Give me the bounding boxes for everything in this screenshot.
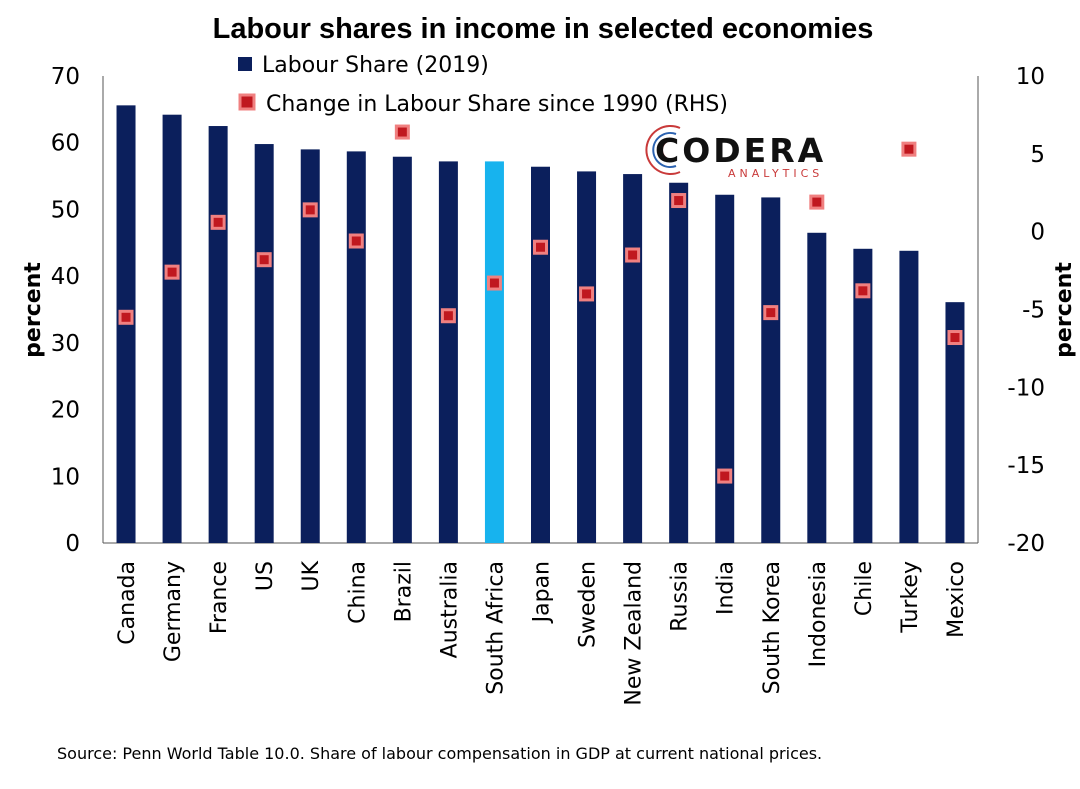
y2-tick-label: -10 <box>1007 375 1045 401</box>
point-sweden <box>579 286 595 302</box>
point-india <box>717 468 733 484</box>
y-tick-label: 60 <box>51 131 80 157</box>
bar-mexico <box>945 302 965 543</box>
codera-logo: CODERA ANALYTICS <box>645 125 826 180</box>
bar-new-zealand <box>623 174 643 543</box>
y2-tick-label: -15 <box>1007 453 1045 479</box>
y-tick-label: 20 <box>51 398 80 424</box>
bar-us <box>254 144 274 543</box>
y-tick-label: 0 <box>65 531 80 557</box>
legend-point-swatch <box>238 93 256 111</box>
y2-tick-label: -20 <box>1007 531 1045 557</box>
legend-bar-swatch <box>238 57 252 71</box>
y-tick-label: 70 <box>51 64 80 90</box>
bar-uk <box>300 149 320 543</box>
x-tick-label: New Zealand <box>622 561 647 706</box>
bar-south-africa <box>484 161 504 543</box>
x-tick-label: South Korea <box>760 561 785 694</box>
x-tick-label: Japan <box>530 561 555 624</box>
x-tick-label: Sweden <box>576 561 601 648</box>
bar-russia <box>669 182 689 543</box>
x-tick-label: Brazil <box>391 561 416 622</box>
x-tick-label: Mexico <box>944 561 969 638</box>
logo-mark-icon <box>645 125 681 175</box>
x-tick-label: US <box>253 561 278 591</box>
logo-name: CODERA <box>655 131 826 170</box>
point-us <box>256 252 272 268</box>
x-tick-label: Turkey <box>898 561 923 634</box>
point-mexico <box>947 330 963 346</box>
bar-france <box>208 126 228 544</box>
bar-south-korea <box>761 197 781 544</box>
bar-china <box>346 151 366 543</box>
change-points <box>118 124 963 484</box>
y2-tick-label: 0 <box>1030 220 1045 246</box>
legend-bar-label: Labour Share (2019) <box>262 53 489 78</box>
point-uk <box>302 202 318 218</box>
logo-tagline: ANALYTICS <box>728 167 823 180</box>
point-canada <box>118 309 134 325</box>
bar-germany <box>162 114 182 544</box>
y2-tick-label: 10 <box>1016 64 1045 90</box>
bars <box>116 105 965 544</box>
y2-tick-label: -5 <box>1022 298 1045 324</box>
x-tick-label: Russia <box>668 561 693 632</box>
bar-sweden <box>577 171 597 543</box>
bar-indonesia <box>807 232 827 543</box>
x-tick-label: UK <box>299 560 324 591</box>
point-new-zealand <box>625 247 641 263</box>
tick-labels: 0 10 20 30 40 50 60 70 -20 -15 -10 -5 0 5 10 Canada Germ… <box>51 64 1045 706</box>
x-tick-label: Australia <box>437 561 462 658</box>
legend-point-label: Change in Labour Share since 1990 (RHS) <box>266 92 728 117</box>
point-australia <box>440 308 456 324</box>
bar-australia <box>438 161 458 543</box>
point-chile <box>855 283 871 299</box>
point-china <box>348 233 364 249</box>
x-tick-label: South Africa <box>483 561 508 695</box>
y-axis-label: percent <box>21 262 46 358</box>
bar-brazil <box>392 156 412 543</box>
x-tick-label: Canada <box>115 561 140 645</box>
y-tick-label: 30 <box>51 331 80 357</box>
bar-turkey <box>899 250 919 543</box>
point-germany <box>164 264 180 280</box>
point-south-korea <box>763 305 779 321</box>
bar-japan <box>531 166 550 543</box>
x-tick-label: Germany <box>161 561 186 662</box>
y-tick-label: 10 <box>51 464 80 490</box>
x-tick-label: Indonesia <box>806 561 831 667</box>
point-japan <box>533 239 548 255</box>
point-turkey <box>901 141 917 157</box>
x-tick-label: Chile <box>852 561 877 616</box>
bar-india <box>715 194 735 543</box>
source-note: Source: Penn World Table 10.0. Share of … <box>57 744 822 763</box>
y2-tick-label: 5 <box>1030 142 1045 168</box>
point-south-africa <box>486 275 502 291</box>
point-russia <box>671 193 687 209</box>
bar-chile <box>853 248 873 544</box>
chart-title: Labour shares in income in selected econ… <box>213 13 874 45</box>
y2-axis-label: percent <box>1052 262 1077 358</box>
x-tick-label: China <box>345 561 370 624</box>
y-tick-label: 50 <box>51 197 80 223</box>
x-tick-label: France <box>207 561 232 634</box>
x-tick-label: India <box>714 561 739 615</box>
point-indonesia <box>809 194 825 210</box>
legend: Labour Share (2019) Change in Labour Sha… <box>238 53 728 117</box>
y-tick-label: 40 <box>51 264 80 290</box>
point-brazil <box>394 124 410 140</box>
point-france <box>210 214 226 230</box>
